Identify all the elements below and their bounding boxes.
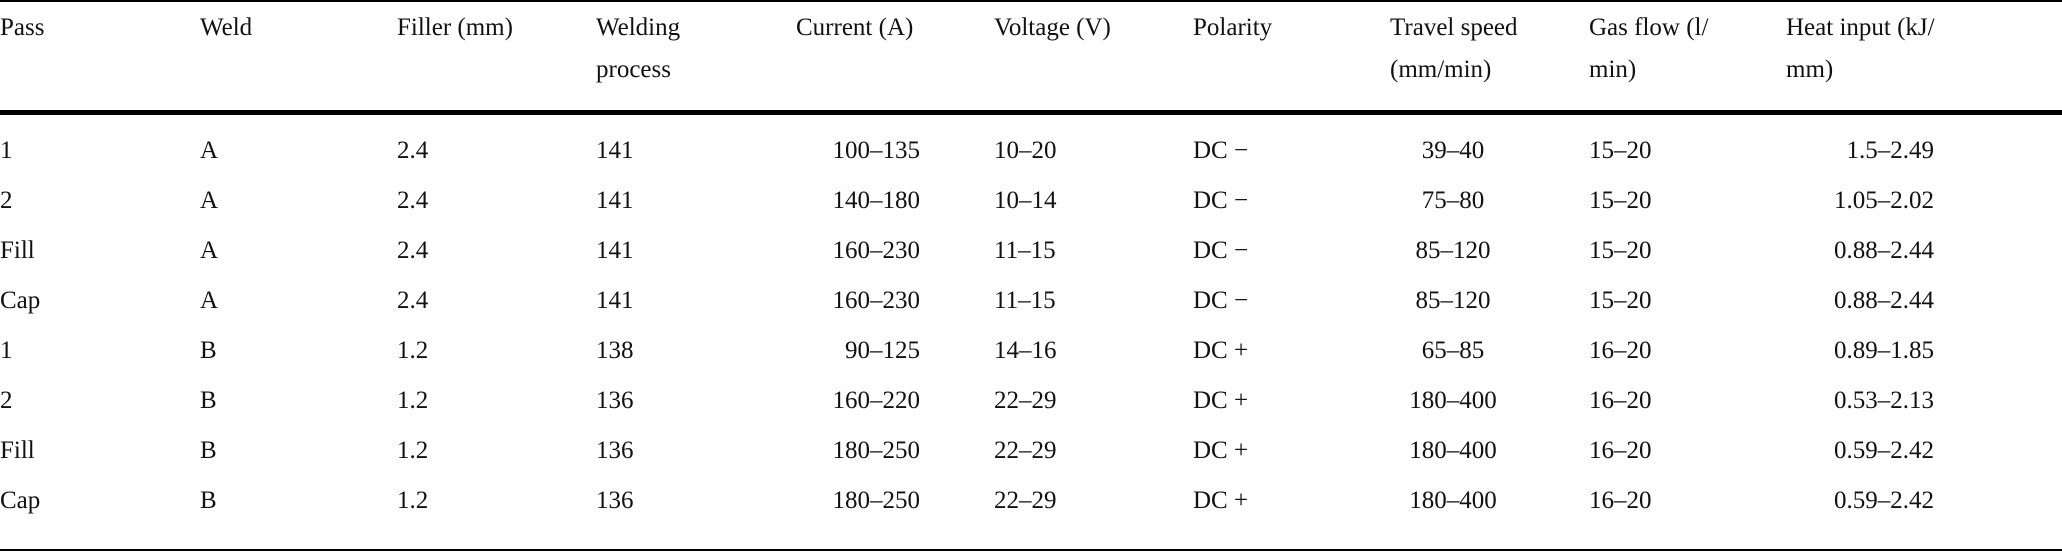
table-cell: 141 xyxy=(596,137,634,164)
table-cell: 180–400 xyxy=(1409,387,1497,414)
column-header: process xyxy=(596,56,671,83)
table-cell: A xyxy=(200,187,219,214)
table-cell: 90–125 xyxy=(845,337,920,364)
table-cell: Fill xyxy=(0,437,35,464)
table-cell: B xyxy=(200,337,217,364)
table-cell: B xyxy=(200,487,217,514)
table-cell: 16–20 xyxy=(1589,437,1652,464)
column-header: (mm/min) xyxy=(1390,56,1492,83)
column-header: Travel speed xyxy=(1390,14,1518,41)
table-cell: 85–120 xyxy=(1415,287,1491,314)
table-cell: 140–180 xyxy=(832,187,921,214)
table-cell: 2.4 xyxy=(397,237,429,264)
table-cell: 16–20 xyxy=(1589,337,1652,364)
top-rule xyxy=(0,0,2062,2)
table-cell: 180–400 xyxy=(1409,487,1497,514)
table-cell: 14–16 xyxy=(994,337,1057,364)
table-cell: 138 xyxy=(596,337,634,364)
table-cell: 1.2 xyxy=(397,437,429,464)
table-cell: 22–29 xyxy=(994,487,1057,514)
table-cell: 10–14 xyxy=(994,187,1057,214)
column-header: Weld xyxy=(200,14,253,41)
table-cell: A xyxy=(200,237,219,264)
table-cell: Fill xyxy=(0,237,35,264)
table-cell: 16–20 xyxy=(1589,387,1652,414)
table-cell: 15–20 xyxy=(1589,287,1652,314)
table-cell: B xyxy=(200,437,217,464)
column-header: mm) xyxy=(1786,56,1834,83)
table-cell: 39–40 xyxy=(1421,137,1485,164)
table-cell: DC − xyxy=(1193,137,1249,164)
table-cell: DC − xyxy=(1193,187,1249,214)
table-cell: DC + xyxy=(1193,487,1249,514)
table-cell: 22–29 xyxy=(994,437,1057,464)
table-cell: 2 xyxy=(0,187,13,214)
table-cell: 0.89–1.85 xyxy=(1834,337,1934,364)
table-cell: DC + xyxy=(1193,437,1249,464)
table-cell: 141 xyxy=(596,287,634,314)
table-cell: 1.2 xyxy=(397,337,429,364)
table-cell: 15–20 xyxy=(1589,187,1652,214)
table-cell: 75–80 xyxy=(1421,187,1485,214)
table-cell: 180–400 xyxy=(1409,437,1497,464)
table-cell: 16–20 xyxy=(1589,487,1652,514)
table-cell: 0.88–2.44 xyxy=(1834,287,1934,314)
table-cell: 11–15 xyxy=(994,237,1056,264)
header-rule xyxy=(0,110,2062,115)
table-cell: 2.4 xyxy=(397,137,429,164)
table-cell: 160–230 xyxy=(832,287,921,314)
table-cell: 180–250 xyxy=(832,437,921,464)
table-cell: 11–15 xyxy=(994,287,1056,314)
table-cell: 2 xyxy=(0,387,13,414)
table-cell: 1 xyxy=(0,137,13,164)
table-cell: 100–135 xyxy=(832,137,921,164)
table-cell: 1.2 xyxy=(397,387,429,414)
table-cell: 0.59–2.42 xyxy=(1834,487,1934,514)
table-cell: 0.59–2.42 xyxy=(1834,437,1934,464)
table-cell: 160–230 xyxy=(832,237,921,264)
table-cell: DC − xyxy=(1193,287,1249,314)
table-cell: 2.4 xyxy=(397,187,429,214)
table-cell: A xyxy=(200,137,219,164)
table-cell: Cap xyxy=(0,287,41,314)
table-cell: 141 xyxy=(596,187,634,214)
table-cell: 0.53–2.13 xyxy=(1834,387,1934,414)
table-cell: 2.4 xyxy=(397,287,429,314)
column-header: min) xyxy=(1589,56,1637,83)
table-cell: 15–20 xyxy=(1589,137,1652,164)
table-cell: Cap xyxy=(0,487,41,514)
table-cell: DC − xyxy=(1193,237,1249,264)
column-header: Welding xyxy=(596,14,681,41)
table-cell: 180–250 xyxy=(832,487,921,514)
table-cell: B xyxy=(200,387,217,414)
table-cell: A xyxy=(200,287,219,314)
table-cell: 0.88–2.44 xyxy=(1834,237,1934,264)
table-cell: 85–120 xyxy=(1415,237,1491,264)
table-cell: 136 xyxy=(596,387,634,414)
column-header: Pass xyxy=(0,14,45,41)
column-header: Polarity xyxy=(1193,14,1273,41)
table-cell: 22–29 xyxy=(994,387,1057,414)
table-cell: DC + xyxy=(1193,337,1249,364)
table-cell: 15–20 xyxy=(1589,237,1652,264)
table-cell: 136 xyxy=(596,487,634,514)
column-header: Gas flow (l/ xyxy=(1589,14,1709,41)
table-cell: 1 xyxy=(0,337,13,364)
table-cell: 1.2 xyxy=(397,487,429,514)
table-cell: 160–220 xyxy=(832,387,921,414)
table-cell: 136 xyxy=(596,437,634,464)
bottom-rule xyxy=(0,549,2062,551)
table-cell: DC + xyxy=(1193,387,1249,414)
column-header: Heat input (kJ/ xyxy=(1786,14,1935,41)
column-header: Filler (mm) xyxy=(397,14,513,41)
column-header: Voltage (V) xyxy=(994,14,1111,41)
table-cell: 65–85 xyxy=(1421,337,1485,364)
table-cell: 141 xyxy=(596,237,634,264)
table-cell: 1.5–2.49 xyxy=(1846,137,1935,164)
table-cell: 10–20 xyxy=(994,137,1057,164)
table-cell: 1.05–2.02 xyxy=(1834,187,1934,214)
column-header: Current (A) xyxy=(796,14,914,41)
